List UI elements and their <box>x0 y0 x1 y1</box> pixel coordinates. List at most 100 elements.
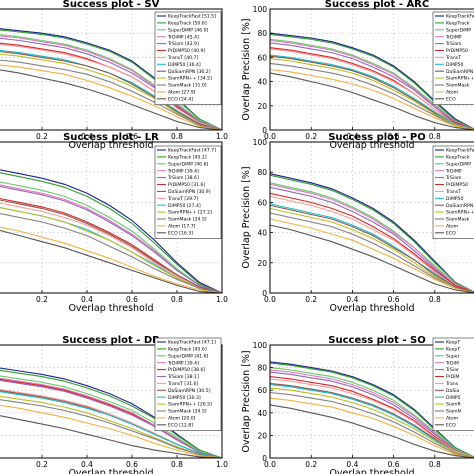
plot-frame <box>269 344 474 459</box>
y-tick-label: 0 <box>262 126 267 135</box>
legend-entry: DiMP5 <box>446 395 461 401</box>
legend-entry: SuperDiMP [46.0] <box>168 27 208 33</box>
series-line <box>0 34 223 131</box>
legend-entry: TrDiMP [39.4] <box>167 360 199 366</box>
legend-entry: Atom <box>446 90 459 96</box>
series-line <box>0 69 223 131</box>
series-line <box>269 391 474 459</box>
legend-entry: TrSiam <box>445 41 462 47</box>
series-line <box>269 62 474 131</box>
series-line <box>269 224 474 294</box>
y-tick-label: 60 <box>257 386 267 395</box>
series-line <box>0 379 223 459</box>
x-tick-label: 0.6 <box>388 460 400 469</box>
x-axis-label: Overlap threshold <box>329 303 414 314</box>
legend-entry: ECO <box>446 96 456 102</box>
legend-entry: TransT [29.7] <box>167 196 198 202</box>
series-line <box>0 37 223 131</box>
x-tick-label: 0.8 <box>429 295 441 304</box>
legend-entry: TransT <box>445 189 461 195</box>
series-line <box>0 391 223 459</box>
legend-entry: SuperDiMP [41.6] <box>168 353 208 359</box>
legend-entry: KeepTrack <box>446 155 470 161</box>
legend-box <box>154 337 222 431</box>
y-tick-label: 40 <box>257 78 267 87</box>
legend-entry: PrDiMP50 [31.6] <box>168 182 205 188</box>
series-line <box>0 43 223 131</box>
legend-entry: Atom [17.7] <box>168 224 196 230</box>
chart-panel-1: 0.0 0.2 0.4 0.6 0.8 0 20 40 60 80 100 Success plot … <box>241 0 474 151</box>
legend-entry: KeepTrackFast <box>446 14 474 20</box>
series-line <box>0 53 223 131</box>
x-axis-label: Overlap threshold <box>329 468 414 474</box>
chart-panel-4: 0.2 0.4 0.6 0.8 1.0 Success plot - DB Overlap … <box>0 335 228 474</box>
x-tick-label: 0.0 <box>264 295 276 304</box>
legend-entry: TrDiMP [39.4] <box>167 168 199 174</box>
legend-entry: DiMP50 <box>446 62 463 68</box>
legend-entry: TrDiMP <box>445 168 462 174</box>
x-tick-label: 0.4 <box>81 460 93 469</box>
chart-panel-5: 0.0 0.2 0.4 0.6 0.8 0 20 40 60 80 100 Success plot … <box>241 335 474 474</box>
legend-entry: Atom [27.9] <box>168 90 196 96</box>
x-tick-label: 0.0 <box>264 460 276 469</box>
series-line <box>269 203 474 293</box>
series-line <box>269 186 474 293</box>
series-line <box>269 378 474 458</box>
legend-entry: DaSiamRPN [36.2] <box>168 69 211 75</box>
y-tick-label: 80 <box>257 29 267 38</box>
legend-entry: TrSiam <box>445 175 462 181</box>
x-tick-label: 0.2 <box>36 460 48 469</box>
y-tick-label: 0 <box>262 454 267 463</box>
legend-entry: ECO <box>446 230 456 236</box>
series-line <box>269 382 474 459</box>
y-tick-label: 20 <box>257 259 267 268</box>
y-tick-label: 60 <box>257 53 267 62</box>
y-tick-label: 40 <box>257 229 267 238</box>
legend-entry: SiamRPN++ <box>446 76 474 82</box>
series-line <box>0 181 223 294</box>
x-tick-label: 0.2 <box>36 295 48 304</box>
legend-entry: SiamMask <box>446 217 470 223</box>
chart-title: Success plot - SV <box>63 0 160 10</box>
series-line <box>269 218 474 294</box>
x-tick-label: 0.4 <box>81 132 93 141</box>
series-line <box>269 32 474 130</box>
series-line <box>0 367 223 459</box>
legend-entry: SiamMask [31.0] <box>168 83 207 89</box>
legend-entry: ECO [16.3] <box>168 230 193 236</box>
legend-entry: PrDiMP50 <box>446 182 468 188</box>
y-tick-label: 40 <box>257 409 267 418</box>
x-axis-label: Overlap threshold <box>329 140 414 151</box>
chart-title: Success plot - LR <box>63 132 159 143</box>
legend-entry: PrDiMP50 [40.9] <box>168 48 205 54</box>
legend-entry: TransT [31.6] <box>167 381 198 387</box>
legend-entry: TrDiMP [45.4] <box>167 34 199 40</box>
plot-frame <box>269 8 474 131</box>
x-tick-label: 0.4 <box>346 460 358 469</box>
legend-entry: ECO [12.8] <box>168 422 193 428</box>
legend-entry: DaSiamRPN <box>446 203 473 209</box>
legend-entry: DiMP50 [36.4] <box>168 62 201 68</box>
series-line <box>0 51 223 131</box>
series-line <box>269 182 474 293</box>
x-tick-label: 0.6 <box>126 460 138 469</box>
x-tick-label: 1.0 <box>216 460 228 469</box>
series-line <box>0 399 223 459</box>
series-line <box>0 395 223 459</box>
legend-entry: PrDiMP50 <box>446 48 468 54</box>
x-tick-label: 0.8 <box>171 295 183 304</box>
series-line <box>269 361 474 458</box>
series-line <box>269 68 474 131</box>
legend-entry: KeepTrack [45.6] <box>168 347 207 353</box>
x-tick-label: 0.6 <box>126 132 138 141</box>
legend-entry: PrDiM <box>446 374 459 380</box>
legend-entry: SiamRPN++ <box>446 210 474 216</box>
y-tick-label: 100 <box>253 138 268 147</box>
y-tick-label: 60 <box>257 198 267 207</box>
series-line <box>0 199 223 294</box>
plot-frame <box>269 141 474 294</box>
legend-entry: SiamMask [24.5] <box>168 217 207 223</box>
legend-entry: TrSiam [38.6] <box>167 175 199 181</box>
legend-entry: TrDiM <box>445 360 459 366</box>
legend-box <box>154 145 222 239</box>
